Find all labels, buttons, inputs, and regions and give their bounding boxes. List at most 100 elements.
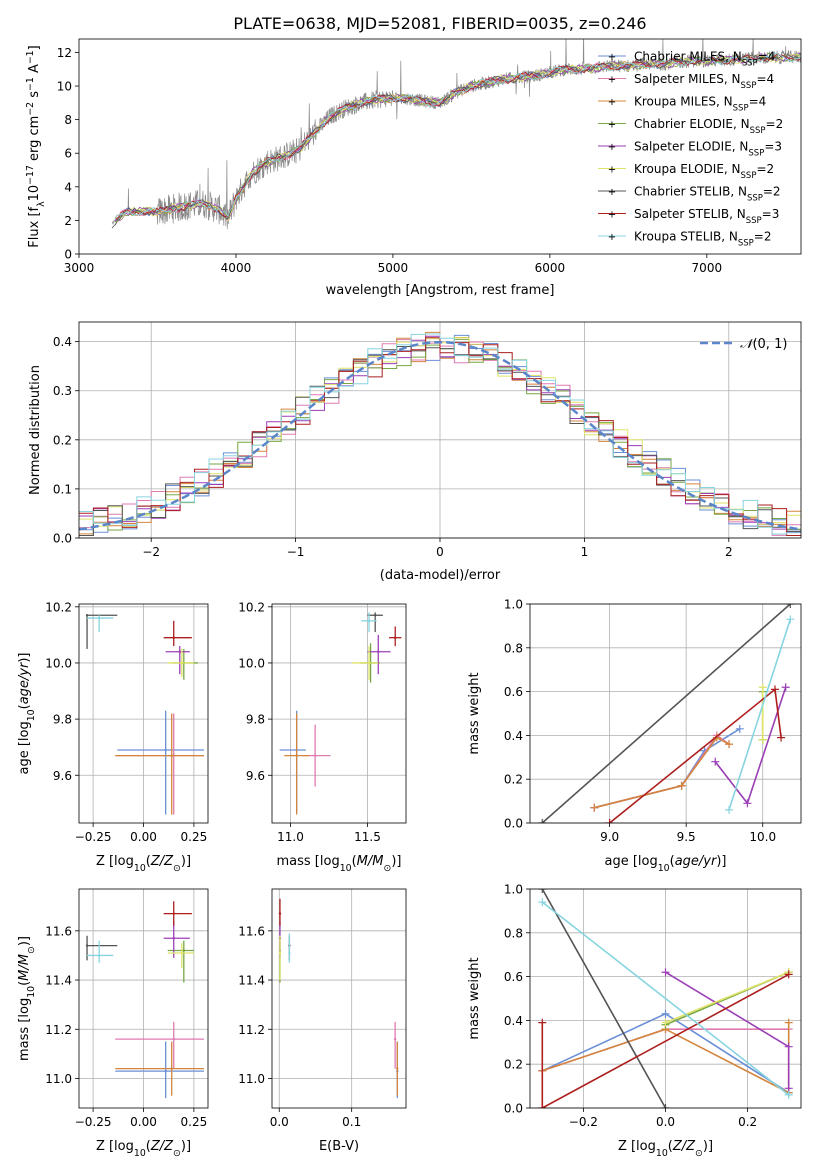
point-salpeter-miles — [313, 754, 317, 757]
legend-count: =3 — [764, 140, 782, 154]
label-part: Z/Z — [150, 854, 174, 869]
y-tick-label: 0.2 — [504, 1058, 523, 1072]
weight-line-chabrier-stelib — [541, 889, 667, 1108]
y-tick-label: 9.8 — [53, 713, 72, 727]
plot-area — [85, 614, 204, 815]
label-part: Z [log — [96, 854, 134, 869]
y-tick-label: 0.1 — [53, 482, 72, 496]
legend-model-name: Salpeter MILES, N — [634, 72, 741, 86]
y-tick-label: 10.0 — [238, 656, 265, 670]
point-salpeter-stelib — [172, 912, 175, 915]
label-part: age [log — [604, 854, 657, 869]
legend-marker: + — [608, 120, 616, 131]
x-axis-label: Z [log10(Z/Z⊙)] — [96, 854, 191, 874]
point-chabrier-elodie — [182, 949, 186, 952]
legend-marker: + — [608, 97, 616, 108]
y-tick-label: 10 — [57, 80, 72, 94]
plot-area — [278, 898, 399, 1099]
axes-frame — [271, 888, 407, 1109]
weight-marker-salpeter-elodie — [784, 1042, 793, 1051]
point-salpeter-stelib — [172, 636, 175, 639]
weight-marker-salpeter-elodie — [661, 968, 670, 977]
weight-marker-kroupa-miles — [590, 803, 599, 812]
weight-line-salpeter-elodie — [665, 971, 790, 1089]
y-tick-label: 0.4 — [504, 729, 523, 743]
legend-model-name: Kroupa MILES, N — [634, 95, 733, 109]
x-tick-label: 0.0 — [270, 1115, 289, 1129]
x-tick-label: 10.0 — [749, 830, 776, 844]
legend-count: =2 — [754, 230, 772, 244]
x-tick-label: 0.25 — [181, 830, 208, 844]
legend-label-chabrier-miles: Chabrier MILES, NSSP=4 — [634, 50, 775, 69]
label-part: −17 — [25, 165, 36, 185]
weight-line-chabrier-miles — [594, 728, 741, 809]
label-part: )] — [703, 1139, 713, 1154]
label-part: mass [log — [17, 998, 32, 1061]
x-tick-label: −1 — [287, 545, 305, 559]
axes-frame — [78, 38, 802, 255]
x-tick-label: 9.0 — [600, 830, 619, 844]
y-axis-label: mass weight — [467, 957, 482, 1039]
model-line-chabrier-miles — [114, 57, 690, 225]
legend-marker: + — [608, 75, 616, 86]
x-axis-label: Z [log10(Z/Z⊙)] — [618, 1139, 713, 1159]
y-tick-label: 10.0 — [45, 656, 72, 670]
legend-label-kroupa-miles: Kroupa MILES, NSSP=4 — [634, 95, 766, 114]
legend-marker: + — [608, 210, 616, 221]
y-tick-label: 11.0 — [45, 1072, 72, 1086]
x-tick-label: 4000 — [221, 261, 252, 275]
point-salpeter-stelib — [394, 636, 397, 639]
label-part: ( — [17, 704, 32, 709]
y-tick-label: 11.2 — [45, 1023, 72, 1037]
legend-args: (0, 1) — [752, 337, 787, 352]
legend-marker: + — [608, 52, 616, 63]
point-kroupa-elodie — [180, 951, 183, 955]
legend-model-name: Kroupa ELODIE, N — [634, 162, 741, 176]
figure-title: PLATE=0638, MJD=52081, FIBERID=0035, z=0… — [233, 14, 646, 33]
legend-model-name: Salpeter STELIB, N — [634, 207, 746, 221]
point-kroupa-elodie — [367, 661, 371, 665]
y-axis-label: Normed distribution — [28, 365, 43, 495]
y-axis-label: mass weight — [467, 672, 482, 754]
weight-marker-salpeter-elodie — [743, 799, 752, 808]
weight-marker-kroupa-elodie — [661, 1018, 670, 1027]
x-axis-label: mass [log10(M/M⊙)] — [277, 854, 402, 874]
point-chabrier-miles — [164, 748, 167, 752]
weight-marker-salpeter-stelib — [777, 733, 786, 742]
legend-label-salpeter-elodie: Salpeter ELODIE, NSSP=3 — [634, 140, 782, 159]
legend-count: =4 — [749, 95, 767, 109]
label-part: Z/Z — [150, 1139, 174, 1154]
legend-label-kroupa-stelib: Kroupa STELIB, NSSP=2 — [634, 230, 772, 249]
point-kroupa-stelib — [367, 619, 371, 623]
legend-label-salpeter-stelib: Salpeter STELIB, NSSP=3 — [634, 207, 779, 226]
x-tick-label: 11.5 — [354, 830, 381, 844]
weight-marker-kroupa-elodie — [758, 683, 767, 692]
legend-count: =4 — [758, 50, 776, 64]
mass-vs-age-panel: 11.0 11.5 9.6 9.8 10.0 10.2 mass [log10(M/M⊙)] — [238, 600, 407, 874]
legend-marker: + — [608, 165, 616, 176]
gridlines — [272, 604, 406, 823]
label-part: mass [log — [277, 854, 340, 869]
label-part: ⊙ — [173, 1148, 181, 1159]
point-kroupa-miles — [396, 1067, 399, 1070]
weight-marker-chabrier-miles — [735, 724, 744, 733]
point-salpeter-miles — [172, 1037, 175, 1041]
weight-marker-kroupa-stelib — [786, 615, 795, 624]
weight-marker-chabrier-stelib — [538, 819, 547, 823]
weight-marker-salpeter-elodie — [781, 683, 790, 692]
y-tick-label: 10.2 — [238, 600, 265, 614]
legend-model-name: Kroupa STELIB, N — [634, 230, 738, 244]
label-part: ( — [668, 1139, 673, 1154]
label-part: ⊙ — [173, 863, 181, 874]
weight-marker-kroupa-elodie — [758, 735, 767, 744]
plot-area — [111, 39, 801, 230]
point-chabrier-stelib — [85, 944, 89, 947]
legend-subscript: SSP — [733, 104, 749, 114]
y-tick-label: 0.2 — [504, 773, 523, 787]
y-tick-label: 12 — [57, 46, 72, 60]
weight-marker-chabrier-stelib — [661, 1104, 670, 1108]
x-axis-label: E(B-V) — [319, 1139, 359, 1154]
legend-model-name: Chabrier ELODIE, N — [634, 117, 750, 131]
